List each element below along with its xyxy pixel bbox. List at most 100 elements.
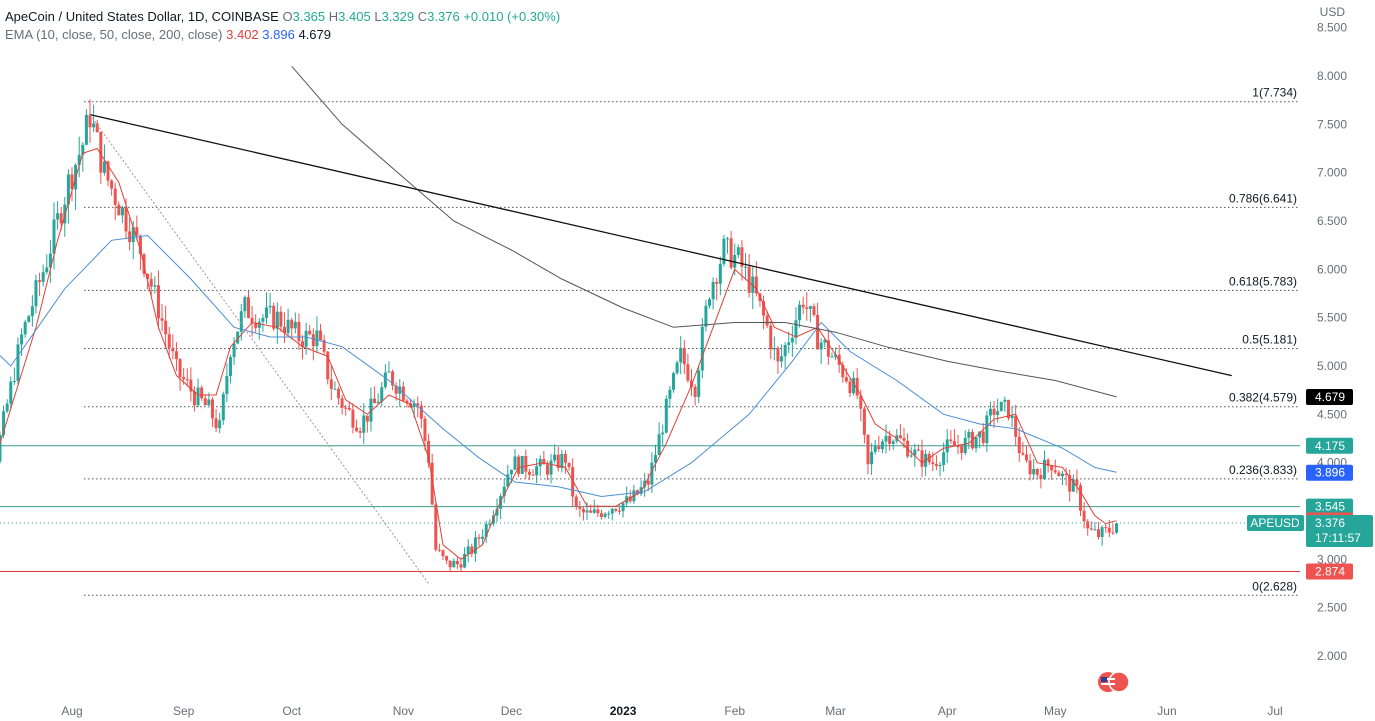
candle-body bbox=[599, 513, 603, 517]
ema-line-ema50 bbox=[0, 234, 1117, 498]
candle-body bbox=[207, 399, 211, 406]
candle-body bbox=[708, 299, 712, 306]
candle-body bbox=[938, 464, 942, 467]
candle-body bbox=[693, 386, 697, 397]
candle-body bbox=[772, 347, 776, 350]
candle-body bbox=[355, 427, 359, 432]
candle-body bbox=[236, 331, 240, 344]
candle-body bbox=[182, 377, 186, 380]
candle-body bbox=[441, 550, 445, 557]
x-tick-label: Jun bbox=[1157, 704, 1176, 718]
candle-body bbox=[862, 408, 866, 435]
candle-body bbox=[290, 319, 294, 329]
candle-body bbox=[196, 387, 200, 406]
candle-body bbox=[373, 398, 377, 404]
candle-body bbox=[617, 510, 621, 512]
x-tick-label: May bbox=[1044, 704, 1067, 718]
candle-body bbox=[1046, 459, 1050, 466]
candle-body bbox=[376, 401, 380, 404]
candle-body bbox=[956, 446, 960, 448]
fib-level-label: 0.382(4.579) bbox=[1229, 391, 1297, 405]
candle-body bbox=[726, 238, 730, 240]
candle-body bbox=[214, 418, 218, 429]
candle-body bbox=[1075, 479, 1079, 486]
candle-body bbox=[156, 285, 160, 319]
candle-body bbox=[607, 513, 611, 515]
candle-body bbox=[52, 219, 56, 254]
fib-level-label: 0.618(5.783) bbox=[1229, 274, 1297, 288]
candle-body bbox=[275, 311, 279, 329]
candle-body bbox=[589, 510, 593, 513]
candle-body bbox=[297, 321, 301, 342]
candle-body bbox=[153, 285, 157, 287]
candle-body bbox=[1115, 523, 1119, 533]
candle-body bbox=[880, 441, 884, 450]
candle-body bbox=[653, 455, 657, 463]
candle-body bbox=[106, 161, 110, 181]
candle-body bbox=[801, 304, 805, 308]
candle-body bbox=[596, 509, 600, 514]
candle-body bbox=[203, 398, 207, 406]
candle-body bbox=[419, 405, 423, 419]
candle-body bbox=[286, 319, 290, 334]
candle-body bbox=[304, 330, 308, 347]
candle-body bbox=[279, 311, 283, 327]
candle-body bbox=[254, 322, 258, 328]
candle-body bbox=[135, 227, 139, 236]
candle-body bbox=[23, 321, 27, 335]
candle-body bbox=[387, 371, 391, 373]
candle-body bbox=[48, 253, 52, 268]
us-flag-events-icon[interactable] bbox=[1097, 671, 1131, 693]
candle-body bbox=[391, 371, 395, 386]
candle-body bbox=[412, 403, 416, 407]
candle-body bbox=[369, 398, 373, 422]
candle-body bbox=[780, 356, 784, 362]
candle-body bbox=[1086, 521, 1090, 529]
candle-body bbox=[95, 123, 99, 133]
x-tick-label: Jul bbox=[1267, 704, 1282, 718]
x-tick-label: 2023 bbox=[610, 704, 637, 718]
candle-body bbox=[729, 238, 733, 268]
candle-body bbox=[1068, 475, 1072, 492]
candle-body bbox=[427, 440, 431, 463]
y-tick-label: 4.500 bbox=[1317, 407, 1347, 421]
candle-body bbox=[1097, 529, 1101, 538]
candle-body bbox=[675, 362, 679, 374]
candle-body bbox=[722, 238, 726, 264]
high-value: 3.405 bbox=[338, 9, 371, 24]
candle-body bbox=[823, 340, 827, 343]
ema-legend[interactable]: EMA (10, close, 50, close, 200, close) 3… bbox=[5, 27, 331, 42]
open-value: 3.365 bbox=[292, 9, 326, 24]
candle-body bbox=[535, 466, 539, 476]
candle-body bbox=[571, 467, 575, 497]
candle-body bbox=[221, 394, 225, 421]
candle-body bbox=[527, 471, 531, 475]
price-label-text: 4.175 bbox=[1315, 439, 1345, 453]
candle-body bbox=[124, 207, 128, 232]
candle-body bbox=[416, 403, 420, 406]
candle-body bbox=[614, 508, 618, 511]
candle-body bbox=[1057, 472, 1061, 477]
candle-body bbox=[841, 364, 845, 378]
candle-body bbox=[110, 180, 114, 189]
candle-body bbox=[1042, 459, 1046, 480]
candle-body bbox=[1039, 474, 1043, 480]
fib-level-label: 0.786(6.641) bbox=[1229, 191, 1297, 205]
candle-body bbox=[1028, 460, 1032, 475]
candle-body bbox=[812, 306, 816, 315]
candle-body bbox=[816, 314, 820, 350]
y-tick-label: 6.000 bbox=[1317, 262, 1347, 276]
candle-body bbox=[952, 441, 956, 447]
y-tick-label: 8.500 bbox=[1317, 21, 1347, 35]
candle-body bbox=[902, 437, 906, 441]
candle-body bbox=[1107, 527, 1111, 533]
candle-body bbox=[672, 373, 675, 390]
price-label-text: 4.679 bbox=[1315, 390, 1345, 404]
candle-body bbox=[553, 454, 557, 461]
candle-body bbox=[9, 381, 13, 404]
ema-line-ema200 bbox=[291, 65, 1117, 398]
candle-body bbox=[30, 306, 34, 317]
candle-body bbox=[888, 435, 892, 444]
candle-body bbox=[38, 280, 42, 282]
